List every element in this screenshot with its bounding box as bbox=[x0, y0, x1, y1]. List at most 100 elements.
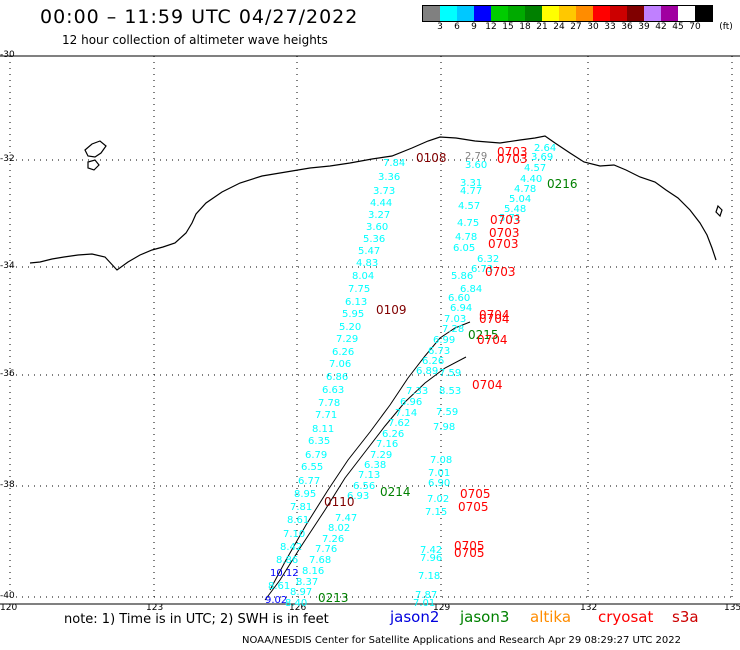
pass-time-label: 0215 bbox=[468, 328, 499, 342]
wave-height-value: 7.15 bbox=[425, 507, 448, 518]
wave-height-value: 6.05 bbox=[453, 243, 476, 254]
wave-height-value: 5.20 bbox=[339, 322, 362, 333]
wave-height-value: 8.97 bbox=[290, 587, 313, 598]
pass-time-label: 0705 bbox=[454, 539, 485, 553]
pass-time-label: 0705 bbox=[458, 500, 489, 514]
wave-height-value: 7.01 bbox=[413, 598, 436, 609]
wave-height-value: 7.84 bbox=[383, 158, 406, 169]
wave-height-value: 7.59 bbox=[439, 368, 462, 379]
color-swatch bbox=[661, 6, 678, 21]
color-swatch bbox=[423, 6, 440, 21]
pass-time-label: 0705 bbox=[460, 487, 491, 501]
wave-height-value: 6.56 bbox=[353, 481, 376, 492]
credit-line: NOAA/NESDIS Center for Satellite Applica… bbox=[242, 635, 681, 646]
color-swatch bbox=[610, 6, 627, 21]
color-legend-label: 27 bbox=[570, 22, 582, 32]
color-legend-label: 30 bbox=[587, 22, 599, 32]
wave-height-value: 3.60 bbox=[366, 222, 389, 233]
wave-height-value: 7.68 bbox=[309, 555, 332, 566]
pass-time-label: 0108 bbox=[416, 151, 447, 165]
color-swatch bbox=[457, 6, 474, 21]
wave-height-value: 6.60 bbox=[448, 293, 471, 304]
color-swatch bbox=[559, 6, 576, 21]
pass-time-label: 0213 bbox=[318, 591, 349, 605]
color-swatch bbox=[440, 6, 457, 21]
wave-height-value: 3.36 bbox=[378, 172, 401, 183]
island-outline bbox=[84, 140, 107, 158]
wave-height-value: 6.96 bbox=[400, 397, 423, 408]
wave-height-value: 6.94 bbox=[450, 303, 473, 314]
wave-height-value: 8.42 bbox=[280, 542, 303, 553]
wave-height-value: 2.64 bbox=[534, 143, 557, 154]
wave-height-value: 8.04 bbox=[352, 271, 375, 282]
wave-height-value: 5.47 bbox=[358, 246, 381, 257]
longitude-label: 120 bbox=[0, 603, 18, 613]
color-swatch bbox=[542, 6, 559, 21]
pass-time-label: 0703 bbox=[489, 226, 520, 240]
wave-height-value: 3.27 bbox=[368, 210, 391, 221]
wave-height-value: 5.71 bbox=[499, 213, 522, 224]
pass-time-label: 0704 bbox=[472, 378, 503, 392]
longitude-label: 126 bbox=[289, 603, 307, 613]
pass-time-label: 0703 bbox=[497, 152, 528, 166]
wave-height-value: 8.61 bbox=[268, 581, 291, 592]
wave-height-value: 6.90 bbox=[428, 478, 451, 489]
wave-height-value: 7.29 bbox=[336, 334, 359, 345]
longitude-label: 123 bbox=[146, 603, 164, 613]
satellite-legend-altika: altika bbox=[530, 608, 572, 626]
satellite-track bbox=[269, 321, 471, 591]
wave-height-value: 6.32 bbox=[477, 254, 500, 265]
satellite-track bbox=[264, 356, 467, 601]
color-swatch bbox=[695, 6, 712, 21]
wave-height-value: 6.13 bbox=[345, 297, 368, 308]
wave-height-value: 7.47 bbox=[335, 513, 358, 524]
wave-height-value: 7.42 bbox=[420, 545, 443, 556]
pass-time-label: 0216 bbox=[547, 177, 578, 191]
color-legend-label: 45 bbox=[672, 22, 684, 32]
color-legend-bar bbox=[422, 5, 713, 22]
color-legend-label: 42 bbox=[655, 22, 667, 32]
wave-height-value: 6.84 bbox=[460, 284, 483, 295]
color-legend-label: 3 bbox=[437, 22, 443, 32]
longitude-label: 132 bbox=[580, 603, 598, 613]
wave-height-value: 6.55 bbox=[301, 462, 324, 473]
color-legend-label: 12 bbox=[485, 22, 497, 32]
wave-height-value: 6.93 bbox=[347, 491, 370, 502]
wave-height-value: 8.53 bbox=[439, 386, 462, 397]
wave-height-value: 7.81 bbox=[290, 502, 313, 513]
wave-height-value: 8.95 bbox=[294, 489, 317, 500]
color-swatch bbox=[474, 6, 491, 21]
wave-height-value: 6.26 bbox=[382, 429, 405, 440]
pass-time-label: 0704 bbox=[479, 312, 510, 326]
wave-height-value: 8.40 bbox=[285, 598, 308, 609]
wave-height-value: 6.77 bbox=[298, 476, 321, 487]
island-outline bbox=[87, 159, 100, 171]
wave-height-value: 4.44 bbox=[370, 198, 393, 209]
wave-height-value: 8.16 bbox=[302, 566, 325, 577]
wave-height-value: 7.26 bbox=[322, 534, 345, 545]
color-legend-label: 18 bbox=[519, 22, 531, 32]
color-swatch bbox=[678, 6, 695, 21]
wave-height-value: 7.29 bbox=[370, 450, 393, 461]
wave-height-value: 5.48 bbox=[504, 204, 527, 215]
latitude-label: -30 bbox=[0, 50, 15, 60]
wave-height-value: 4.78 bbox=[514, 184, 537, 195]
color-legend-label: 39 bbox=[638, 22, 650, 32]
color-legend-label: 15 bbox=[502, 22, 514, 32]
coastline bbox=[29, 135, 717, 271]
wave-height-value: 6.35 bbox=[308, 436, 331, 447]
wave-height-value: 4.57 bbox=[458, 201, 481, 212]
wave-height-value: 3.60 bbox=[465, 160, 488, 171]
wave-height-value: 5.36 bbox=[363, 234, 386, 245]
color-legend-label: 36 bbox=[621, 22, 633, 32]
wave-height-value: 6.73 bbox=[471, 264, 494, 275]
wave-height-value: 7.16 bbox=[376, 439, 399, 450]
wave-height-value: 7.18 bbox=[418, 571, 441, 582]
wave-height-value: 6.99 bbox=[433, 335, 456, 346]
wave-height-value: 4.83 bbox=[356, 258, 379, 269]
wave-height-value: 3.69 bbox=[531, 152, 554, 163]
satellite-legend-cryosat: cryosat bbox=[598, 608, 654, 626]
pass-time-label: 0704 bbox=[479, 308, 510, 322]
color-swatch bbox=[508, 6, 525, 21]
wave-height-value: 4.57 bbox=[524, 163, 547, 174]
